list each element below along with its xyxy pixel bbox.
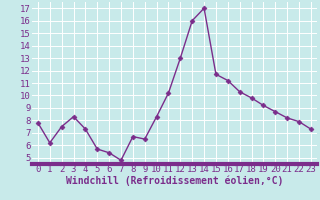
X-axis label: Windchill (Refroidissement éolien,°C): Windchill (Refroidissement éolien,°C) [66, 176, 283, 186]
